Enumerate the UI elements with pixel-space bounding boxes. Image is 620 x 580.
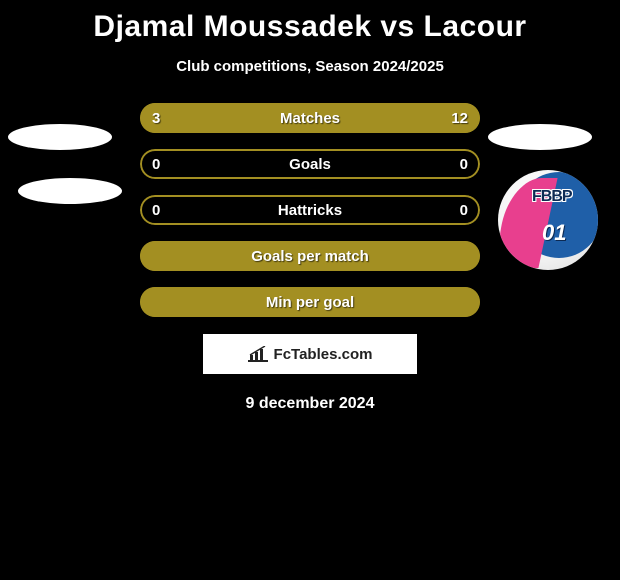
comparison-bars: Matches312Goals00Hattricks00Goals per ma… (140, 103, 480, 317)
bar-row: Hattricks0 0 (140, 195, 480, 225)
bar-label: Hattricks (140, 195, 480, 225)
bar-value-left: 0 (152, 195, 160, 225)
bar-row: Matches3 12 (140, 103, 480, 133)
footer-attribution: FcTables.com (202, 333, 418, 375)
footer-label: FcTables.com (274, 346, 373, 363)
club-badge-placeholder (18, 178, 122, 204)
bar-value-left: 3 (152, 103, 160, 133)
bar-row: Goals0 0 (140, 149, 480, 179)
chart-icon (248, 346, 268, 362)
club-badge-placeholder (8, 124, 112, 150)
bar-value-right: 0 (460, 195, 468, 225)
bar-value-right: 12 (451, 103, 468, 133)
bar-label: Goals (140, 149, 480, 179)
club-badge-fbbp: FBBP01 (498, 170, 598, 270)
bar-row: Goals per match (140, 241, 480, 271)
subtitle: Club competitions, Season 2024/2025 (0, 58, 620, 75)
bar-label: Goals per match (140, 241, 480, 271)
bar-row: Min per goal (140, 287, 480, 317)
bar-value-left: 0 (152, 149, 160, 179)
bar-label: Matches (140, 103, 480, 133)
bar-value-right: 0 (460, 149, 468, 179)
date-label: 9 december 2024 (0, 395, 620, 413)
club-badge-placeholder (488, 124, 592, 150)
bar-label: Min per goal (140, 287, 480, 317)
page-title: Djamal Moussadek vs Lacour (0, 0, 620, 44)
